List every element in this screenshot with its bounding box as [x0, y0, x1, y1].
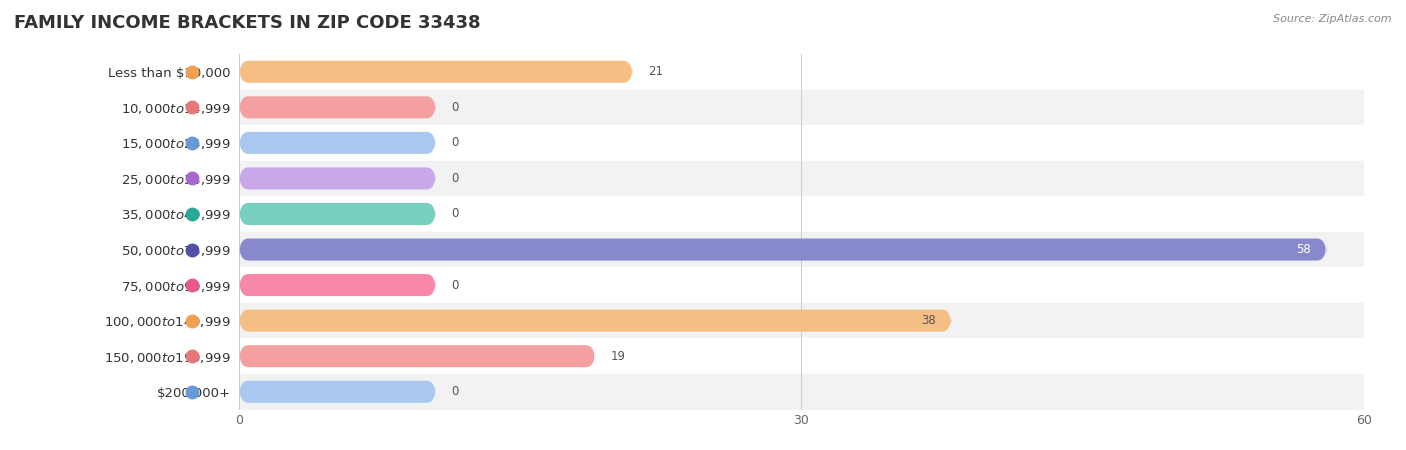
- Bar: [239, 54, 1364, 90]
- FancyBboxPatch shape: [239, 274, 436, 296]
- FancyBboxPatch shape: [239, 310, 952, 332]
- Bar: [239, 125, 1364, 161]
- Bar: [239, 338, 1364, 374]
- Text: 21: 21: [648, 65, 662, 78]
- Text: 0: 0: [451, 101, 458, 114]
- Bar: [239, 374, 1364, 410]
- FancyBboxPatch shape: [239, 61, 633, 83]
- FancyBboxPatch shape: [239, 203, 436, 225]
- Text: 58: 58: [1296, 243, 1312, 256]
- Text: FAMILY INCOME BRACKETS IN ZIP CODE 33438: FAMILY INCOME BRACKETS IN ZIP CODE 33438: [14, 14, 481, 32]
- FancyBboxPatch shape: [239, 345, 595, 367]
- FancyBboxPatch shape: [239, 96, 436, 118]
- Text: 0: 0: [451, 207, 458, 220]
- FancyBboxPatch shape: [239, 132, 436, 154]
- Text: 0: 0: [451, 385, 458, 398]
- Bar: [239, 161, 1364, 196]
- FancyBboxPatch shape: [239, 167, 436, 189]
- FancyBboxPatch shape: [239, 381, 436, 403]
- Text: 38: 38: [922, 314, 936, 327]
- Bar: [239, 267, 1364, 303]
- Bar: [239, 232, 1364, 267]
- Text: 0: 0: [451, 172, 458, 185]
- Bar: [239, 303, 1364, 338]
- Bar: [239, 196, 1364, 232]
- Text: 0: 0: [451, 279, 458, 292]
- Text: 0: 0: [451, 136, 458, 149]
- FancyBboxPatch shape: [239, 238, 1326, 261]
- Text: 19: 19: [610, 350, 626, 363]
- Bar: [239, 90, 1364, 125]
- Text: Source: ZipAtlas.com: Source: ZipAtlas.com: [1274, 14, 1392, 23]
